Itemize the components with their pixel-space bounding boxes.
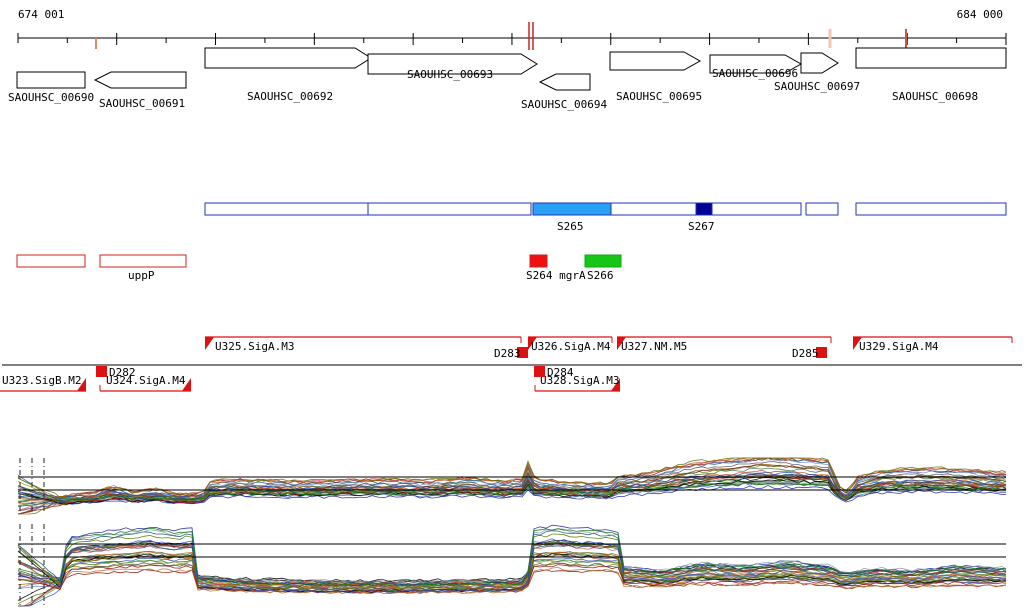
expression-profile-curve [17,528,1007,589]
terminator-D285[interactable] [816,347,827,358]
gene-SAOUHSC_00696[interactable] [709,54,803,74]
promoter-flag-icon [853,337,862,350]
expression-profile-curve [17,538,1007,594]
gene-SAOUHSC_00697[interactable] [800,52,839,74]
feature-box[interactable] [584,254,622,268]
gene-SAOUHSC_00690[interactable] [16,71,86,89]
promoter-flag-icon [77,378,86,391]
transcript-segment[interactable] [532,202,612,216]
expression-profile-curve [17,457,1007,498]
promoter-U325.SigA.M3[interactable] [205,336,522,350]
feature-label: uppP [128,269,155,282]
promoter-label: U323.SigB.M2 [2,374,81,387]
gene-label: SAOUHSC_00691 [99,97,185,110]
transcript-segment[interactable] [367,202,532,216]
promoter-label: U326.SigA.M4 [531,340,611,353]
promoter-label: U329.SigA.M4 [859,340,939,353]
expression-profile-curve [17,527,1007,587]
ruler-end-label: 684 000 [957,8,1003,21]
promoter-label: U328.SigA.M3 [540,374,619,387]
expression-profile-curve [17,569,1007,594]
terminator-D282[interactable] [96,366,107,377]
gene-SAOUHSC_00695[interactable] [609,51,702,71]
coordinate-ruler [17,22,1007,50]
promoter-flag-icon [528,337,537,350]
promoter-U327.NM.M5[interactable] [617,336,832,350]
gene-label: SAOUHSC_00695 [616,90,702,103]
feature-box[interactable] [16,254,86,268]
promoter-flag-icon [617,337,626,350]
transcript-segment[interactable] [204,202,369,216]
transcript-label: S267 [688,220,715,233]
gene-SAOUHSC_00698[interactable] [855,47,1007,69]
promoter-label: U325.SigA.M3 [215,340,294,353]
expression-profile-curve [17,544,1007,586]
transcript-label: S265 [557,220,584,233]
ruler-start-label: 674 001 [18,8,64,21]
transcript-segment[interactable] [695,202,713,216]
expression-profile-curve [17,471,1007,499]
gene-label: SAOUHSC_00696 [712,67,798,80]
feature-label: S266 [587,269,614,282]
terminator-label: D284 [547,366,574,379]
gene-track: SAOUHSC_00690 SAOUHSC_00691 SAOUHSC_00692 S… [8,47,1007,111]
promoter-U324.SigA.M4[interactable] [99,378,191,392]
terminator-label: D285 [792,347,819,360]
gene-label: SAOUHSC_00697 [774,80,860,93]
feature-box[interactable] [529,254,548,268]
feature-track: uppP S264 mgrA S266 [16,254,622,282]
feature-label: S264 mgrA [526,269,586,282]
promoter-U329.SigA.M4[interactable] [853,336,1013,350]
expression-profile-curve [17,484,1007,505]
terminator-D284[interactable] [534,366,545,377]
promoter-flag-icon [182,378,191,391]
gene-label: SAOUHSC_00694 [521,98,607,111]
expression-plot [17,457,1007,607]
terminator-label: D282 [109,366,136,379]
promoter-label: U327.NM.M5 [621,340,687,353]
transcript-track: S265 S267 [204,202,1007,233]
transcript-segment[interactable] [805,202,839,216]
gene-label: SAOUHSC_00693 [407,68,493,81]
promoter-U326.SigA.M4[interactable] [528,336,613,350]
gene-SAOUHSC_00694[interactable] [538,73,591,91]
gene-SAOUHSC_00692[interactable] [204,47,372,69]
promoter-label: U324.SigA.M4 [106,374,186,387]
expression-profile-curve [17,482,1007,503]
gene-label: SAOUHSC_00690 [8,91,94,104]
promoter-flag-icon [205,337,214,350]
expression-profile-curve [17,559,1007,595]
gene-label: SAOUHSC_00698 [892,90,978,103]
terminator-label: D283 [494,347,521,360]
feature-box[interactable] [99,254,187,268]
regulatory-track: U325.SigA.M3 U326.SigA.M4 U327.NM.M5 U329.S… [0,336,1022,392]
promoter-U328.SigA.M3[interactable] [534,378,620,392]
promoter-U323.SigB.M2[interactable] [0,378,86,392]
gene-SAOUHSC_00691[interactable] [93,71,187,89]
expression-profile-curve [17,473,1007,507]
gene-SAOUHSC_00693[interactable] [367,53,538,75]
gene-label: SAOUHSC_00692 [247,90,333,103]
terminator-D283[interactable] [517,347,528,358]
transcript-segment[interactable] [855,202,1007,216]
promoter-flag-icon [611,378,620,391]
